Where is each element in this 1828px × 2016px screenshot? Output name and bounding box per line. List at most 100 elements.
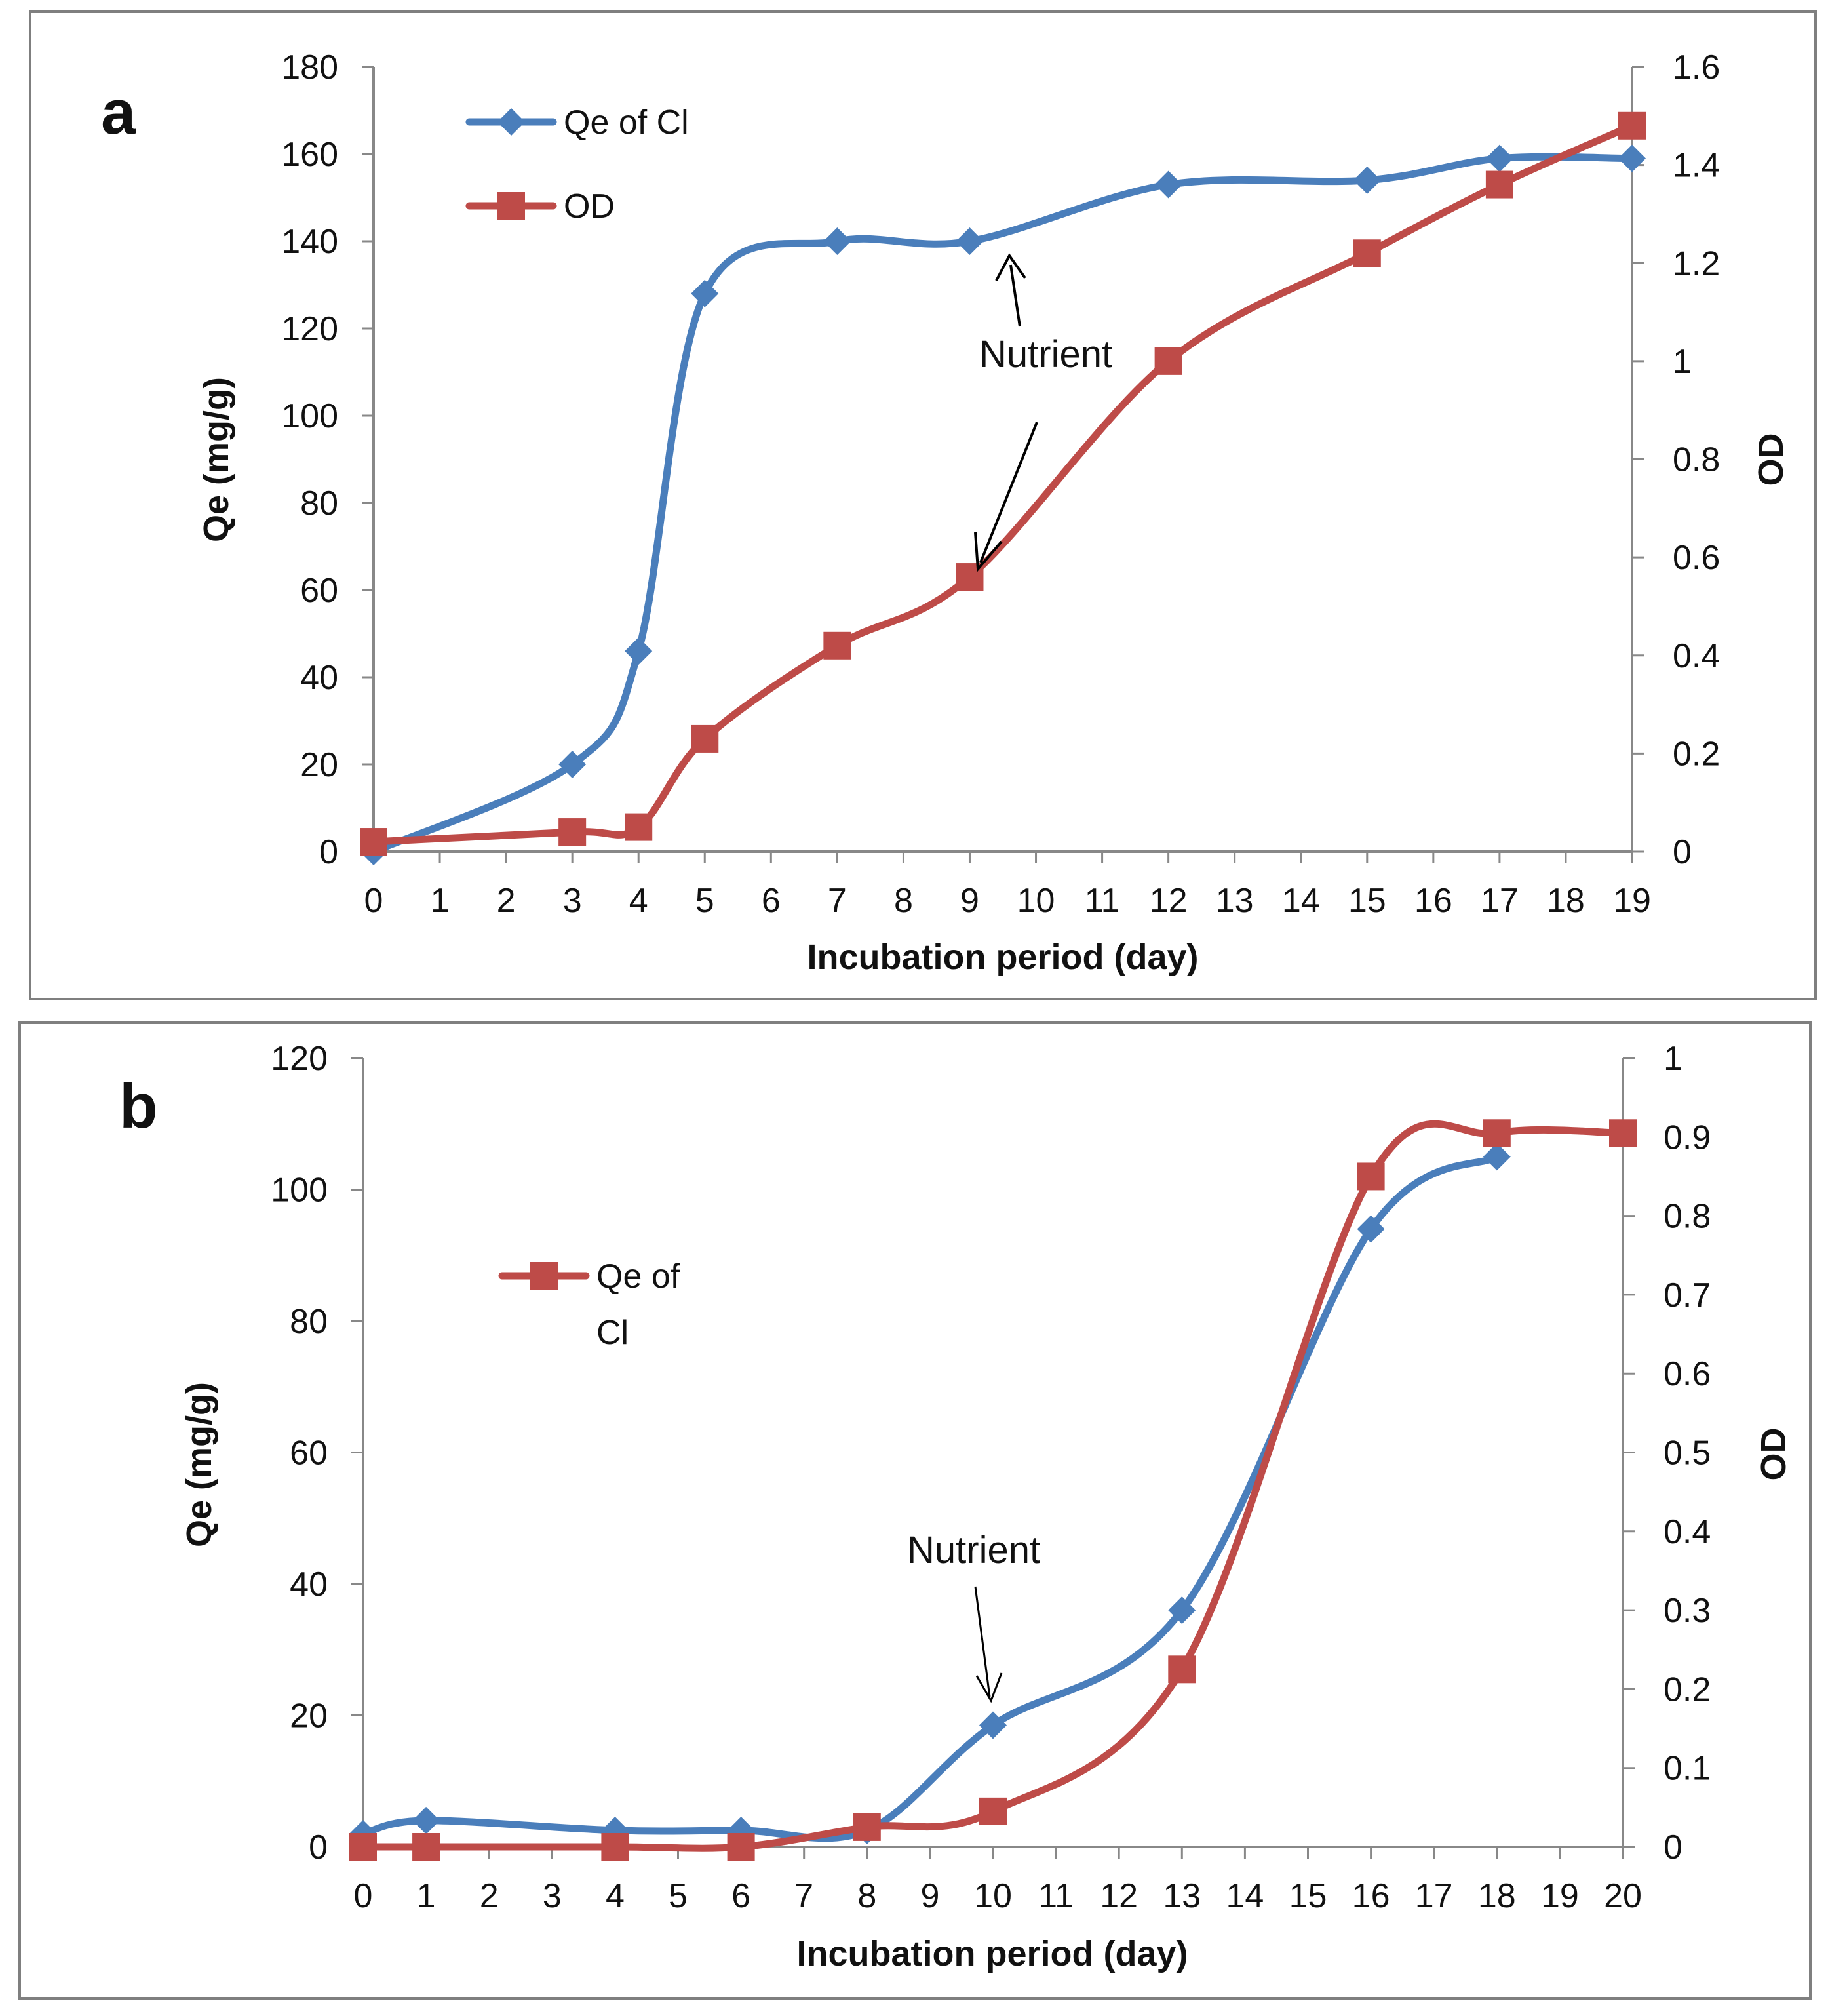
- data-point-qe: [412, 1806, 440, 1834]
- y2-tick-label: 1: [1663, 1040, 1682, 1078]
- x-tick-label: 19: [1541, 1877, 1579, 1915]
- annotation-arrowhead-b: [975, 1672, 1003, 1703]
- x-tick-label: 1: [417, 1877, 436, 1915]
- y-tick-label: 80: [300, 484, 338, 523]
- data-point-od: [1618, 111, 1646, 140]
- legend-marker: [530, 1262, 558, 1290]
- y-axis-title-b: Qe (mg/g): [180, 1382, 219, 1547]
- x-tick-label: 14: [1226, 1877, 1264, 1915]
- chart-panel-b: b 0 1 2 3 4 5 6 7 8 9 10 11 12 13 14 15 16 17 18 19 20 0 20 40 6…: [18, 1021, 1812, 2000]
- x-tick-label: 10: [974, 1877, 1012, 1915]
- x-tick-label: 7: [828, 882, 847, 920]
- y-tick-label: 60: [300, 572, 338, 610]
- panel-label-a: a: [101, 77, 136, 148]
- data-point-qe: [1154, 170, 1182, 199]
- x-tick-label: 1: [431, 882, 450, 920]
- y2-tick-label: 0.6: [1673, 539, 1720, 577]
- x-tick-label: 11: [1038, 1877, 1074, 1915]
- data-point-od: [853, 1813, 881, 1841]
- y-tick-label: 0: [309, 1828, 328, 1867]
- data-point-od: [691, 724, 719, 753]
- data-point-od: [1483, 1119, 1511, 1147]
- x-tick-label: 4: [606, 1877, 625, 1915]
- chart-b-axes: 0 1 2 3 4 5 6 7 8 9 10 11 12 13 14 15 16 17 18 19 2002040608…: [271, 1040, 1711, 1915]
- y2-tick-label: 0.1: [1663, 1750, 1711, 1788]
- y2-tick-label: 0.4: [1673, 637, 1720, 675]
- x-tick-label: 18: [1478, 1877, 1516, 1915]
- x-tick-label: 12: [1150, 882, 1188, 920]
- data-point-qe: [625, 637, 653, 665]
- legend-item-qe-b: [498, 1262, 590, 1290]
- y2-tick-label: 0.4: [1663, 1513, 1711, 1551]
- annotation-a: Nutrient: [974, 253, 1112, 572]
- y-tick-label: 80: [290, 1303, 328, 1341]
- x-tick-label: 0: [354, 1877, 373, 1915]
- data-point-od: [1353, 239, 1381, 267]
- y2-tick-label: 0: [1673, 833, 1692, 871]
- y2-tick-label: 0.5: [1663, 1434, 1711, 1472]
- x-tick-label: 14: [1282, 882, 1320, 920]
- x-tick-label: 6: [762, 882, 781, 920]
- x-tick-label: 6: [731, 1877, 750, 1915]
- x-tick-label: 2: [497, 882, 516, 920]
- y-tick-label: 160: [281, 136, 338, 174]
- annotation-b: Nutrient: [907, 1529, 1040, 1703]
- x-tick-label: 7: [794, 1877, 813, 1915]
- x-tick-label: 15: [1348, 882, 1386, 920]
- x-tick-label: 3: [543, 1877, 562, 1915]
- data-point-od: [1168, 1655, 1196, 1684]
- x-tick-label: 20: [1604, 1877, 1642, 1915]
- legend-marker: [497, 192, 525, 220]
- panel-label-b: b: [119, 1071, 158, 1141]
- y-tick-label: 120: [281, 310, 338, 348]
- y2-tick-label: 0.2: [1673, 735, 1720, 773]
- legend-label-od-a: OD: [564, 188, 615, 226]
- x-tick-label: 16: [1414, 882, 1452, 920]
- y-tick-label: 40: [300, 659, 338, 697]
- x-tick-label: 11: [1085, 882, 1120, 920]
- data-point-od: [979, 1797, 1007, 1825]
- annotation-arrowhead-a-1: [995, 253, 1026, 281]
- data-point-od: [360, 828, 387, 856]
- data-point-od: [1154, 347, 1182, 375]
- y-tick-label: 180: [281, 49, 338, 87]
- data-point-od: [727, 1833, 755, 1861]
- y-tick-label: 100: [271, 1172, 328, 1210]
- data-point-od: [1485, 170, 1513, 199]
- data-point-od: [349, 1833, 377, 1861]
- x-tick-label: 2: [480, 1877, 499, 1915]
- y-tick-label: 140: [281, 223, 338, 261]
- y2-tick-label: 0.2: [1663, 1670, 1711, 1709]
- data-point-qe: [1357, 1215, 1385, 1243]
- x-tick-label: 8: [894, 882, 913, 920]
- y-tick-label: 120: [271, 1040, 328, 1078]
- legend-label-qe-b: Qe of: [596, 1257, 680, 1295]
- x-tick-label: 5: [695, 882, 714, 920]
- x-tick-label: 13: [1163, 1877, 1201, 1915]
- x-tick-label: 15: [1289, 1877, 1327, 1915]
- x-tick-label: 3: [563, 882, 582, 920]
- x-tick-label: 12: [1100, 1877, 1138, 1915]
- y2-tick-label: 1.2: [1673, 245, 1720, 283]
- x-tick-label: 17: [1481, 882, 1519, 920]
- y2-tick-label: 1.4: [1673, 147, 1720, 185]
- data-point-qe: [823, 227, 851, 255]
- y2-tick-label: 0: [1663, 1828, 1682, 1867]
- data-point-od: [558, 818, 587, 846]
- y-tick-label: 40: [290, 1566, 328, 1604]
- x-tick-label: 10: [1017, 882, 1055, 920]
- y-tick-label: 0: [319, 833, 338, 871]
- y2-tick-label: 0.9: [1663, 1118, 1711, 1156]
- x-tick-label: 9: [920, 1877, 939, 1915]
- data-point-qe: [956, 227, 984, 255]
- x-tick-label: 0: [364, 882, 383, 920]
- x-tick-label: 18: [1547, 882, 1585, 920]
- data-point-qe: [1353, 166, 1381, 194]
- chart-a-svg: a 0 1 2 3 4 5 6 7 8 9 10 11 12 13 14 15 16 17 18 1902040608…: [101, 49, 1791, 977]
- y2-tick-label: 0.7: [1663, 1276, 1711, 1314]
- legend-label-qe-a: Qe of Cl: [564, 104, 689, 142]
- x-axis-title-b: Incubation period (day): [796, 1934, 1188, 1973]
- y2-tick-label: 0.8: [1673, 441, 1720, 479]
- annotation-text-b: Nutrient: [907, 1529, 1040, 1571]
- series-b: [349, 1119, 1637, 1861]
